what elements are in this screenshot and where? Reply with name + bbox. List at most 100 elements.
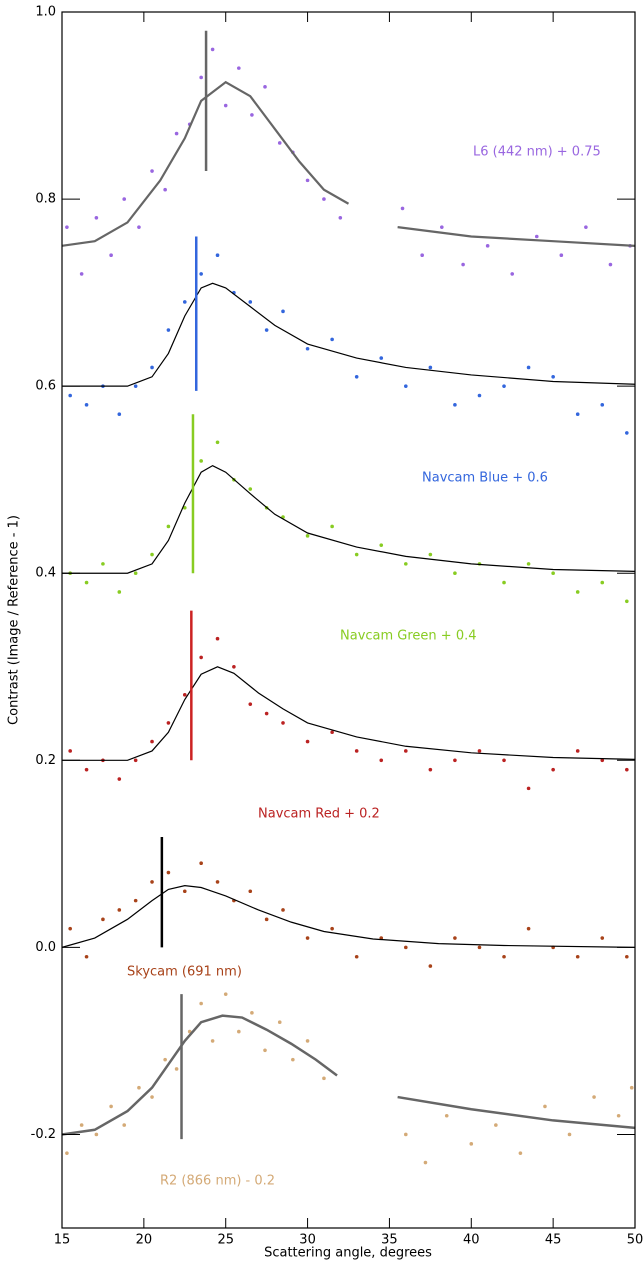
x-tick-label: 30	[299, 1233, 316, 1248]
data-point	[182, 693, 187, 697]
data-point	[400, 206, 405, 211]
data-point	[625, 431, 629, 435]
data-point	[575, 412, 580, 417]
data-point	[600, 580, 605, 585]
series-label: Navcam Green + 0.4	[340, 629, 477, 644]
data-point	[68, 749, 72, 753]
data-point	[379, 758, 384, 763]
data-point	[215, 636, 220, 641]
data-point	[182, 300, 187, 304]
data-point	[248, 487, 253, 491]
data-point	[625, 599, 629, 604]
data-point	[264, 328, 269, 332]
data-point	[199, 655, 203, 660]
data-point	[182, 505, 187, 510]
data-point	[330, 337, 334, 342]
data-point	[84, 403, 89, 407]
data-point	[494, 1123, 498, 1127]
data-point	[84, 580, 89, 585]
data-point	[600, 403, 605, 407]
y-tick-label: 1.0	[35, 5, 56, 20]
data-point	[263, 1048, 267, 1053]
data-point	[150, 880, 154, 884]
data-point	[440, 225, 444, 229]
data-point	[250, 1011, 254, 1015]
data-point	[215, 880, 220, 884]
data-point	[404, 384, 408, 388]
x-tick-label: 35	[381, 1233, 398, 1248]
data-point	[584, 225, 588, 229]
data-point	[133, 758, 138, 763]
y-tick-label: 0.8	[35, 192, 56, 207]
data-point	[281, 309, 285, 314]
data-point	[404, 749, 408, 753]
data-point	[199, 861, 203, 865]
series-label: Navcam Red + 0.2	[258, 807, 380, 822]
data-point	[84, 767, 89, 772]
data-point	[68, 393, 72, 398]
data-point	[263, 85, 267, 89]
data-point	[79, 272, 84, 276]
data-point	[150, 1095, 154, 1099]
data-point	[94, 1132, 99, 1137]
data-point	[122, 1123, 127, 1127]
data-point	[559, 253, 564, 257]
data-point	[237, 66, 241, 70]
data-point	[117, 412, 122, 417]
data-point	[79, 1123, 84, 1127]
data-point	[477, 945, 482, 950]
data-point	[600, 936, 605, 940]
fit-curve	[62, 282, 636, 387]
data-point	[210, 1039, 215, 1043]
data-point	[502, 758, 506, 763]
data-point	[461, 262, 465, 267]
data-point	[199, 459, 203, 463]
series-label: R2 (866 nm) - 0.2	[160, 1174, 275, 1189]
data-point	[502, 580, 506, 585]
data-point	[423, 1160, 428, 1165]
y-tick-label: 0.6	[35, 379, 56, 394]
data-point	[469, 1142, 474, 1146]
data-point	[133, 384, 138, 388]
data-point	[322, 197, 326, 201]
data-point	[404, 1132, 408, 1137]
data-point	[182, 889, 187, 894]
fit-curve	[61, 885, 636, 948]
data-point	[404, 562, 408, 566]
data-point	[281, 908, 285, 912]
data-point	[199, 1001, 203, 1006]
x-tick-label: 40	[463, 1233, 480, 1248]
x-tick-label: 15	[54, 1233, 71, 1248]
fit-curve	[62, 666, 636, 761]
data-point	[322, 1076, 326, 1081]
data-point	[163, 187, 167, 192]
data-point	[248, 300, 253, 304]
data-point	[518, 1151, 523, 1155]
series-label: Navcam Blue + 0.6	[422, 471, 548, 486]
data-point	[453, 936, 457, 940]
data-point	[291, 1057, 295, 1062]
data-point	[592, 1095, 596, 1099]
data-point	[608, 262, 613, 267]
data-point	[305, 534, 310, 538]
data-point	[444, 1113, 449, 1118]
data-point	[510, 272, 515, 276]
data-point	[122, 197, 127, 201]
fit-curve	[61, 1014, 636, 1136]
data-point	[163, 1057, 167, 1062]
data-point	[117, 777, 122, 781]
data-point	[428, 767, 433, 772]
data-point	[109, 1104, 113, 1109]
data-point	[210, 47, 215, 52]
data-point	[379, 543, 384, 547]
data-point	[543, 1104, 547, 1109]
y-tick-label: 0.2	[35, 753, 56, 768]
data-point	[453, 403, 457, 407]
data-point	[117, 590, 122, 594]
data-point	[137, 1085, 141, 1090]
data-point	[428, 365, 433, 370]
data-point	[150, 169, 154, 173]
data-point	[485, 244, 490, 248]
data-point	[250, 113, 254, 117]
